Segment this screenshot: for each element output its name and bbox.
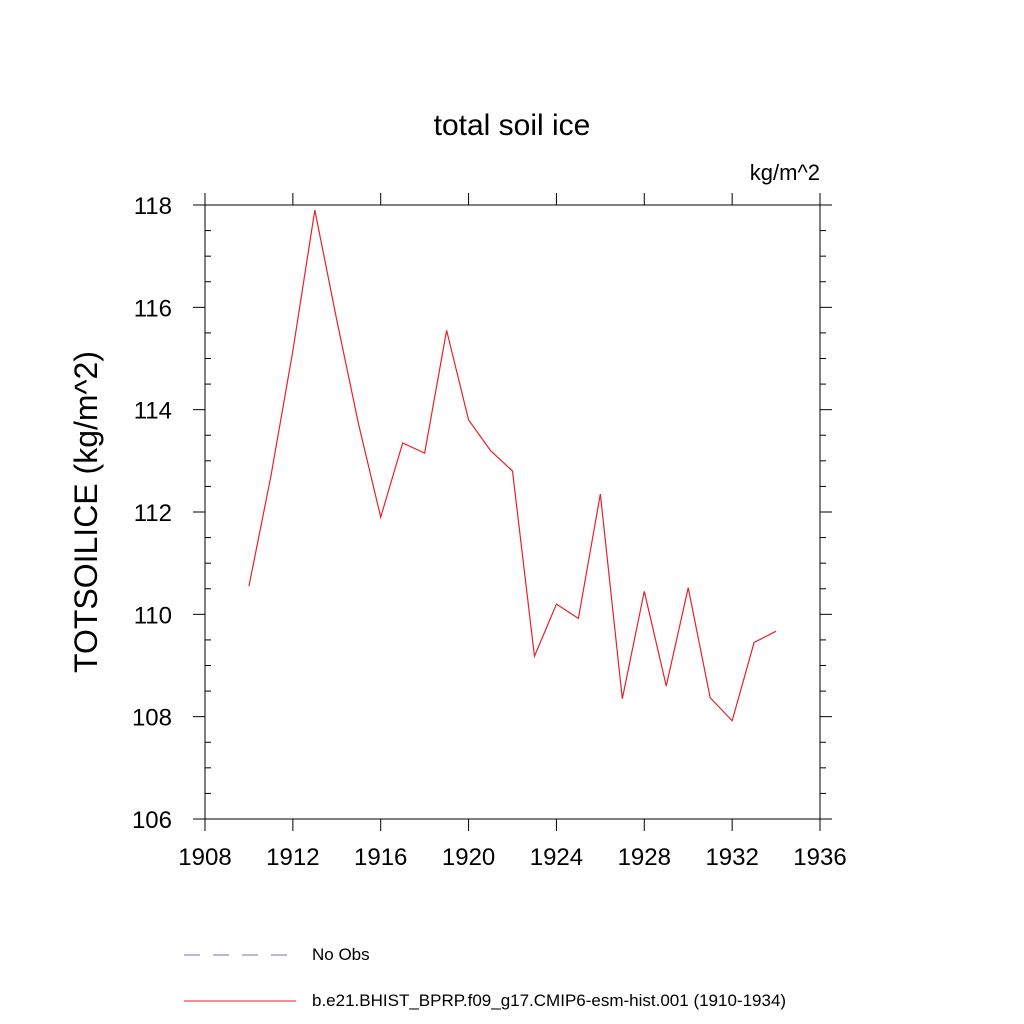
x-axis-ticks: 1908 1912 1916 1920 1924 1928 1932 1936 xyxy=(178,193,847,871)
units-label: kg/m^2 xyxy=(750,160,820,185)
x-tick-label: 1928 xyxy=(618,844,671,871)
y-tick-label: 106 xyxy=(132,807,172,834)
y-axis-ticks: 106 108 110 112 114 116 118 xyxy=(132,193,832,834)
x-tick-label: 1932 xyxy=(705,844,758,871)
y-tick-label: 116 xyxy=(134,295,172,322)
y-tick-label: 112 xyxy=(134,500,172,527)
y-tick-label: 110 xyxy=(134,602,172,629)
y-tick-label: 108 xyxy=(132,705,172,732)
legend: No Obs b.e21.BHIST_BPRP.f09_g17.CMIP6-esm… xyxy=(184,945,786,1010)
legend-label: No Obs xyxy=(312,945,370,964)
x-tick-label: 1924 xyxy=(530,844,583,871)
x-tick-label: 1912 xyxy=(266,844,319,871)
y-tick-label: 114 xyxy=(134,398,172,425)
x-tick-label: 1936 xyxy=(793,844,846,871)
plot-frame xyxy=(204,204,821,820)
y-axis-label: TOTSOILICE (kg/m^2) xyxy=(68,351,104,673)
series-layer xyxy=(248,210,777,722)
x-tick-label: 1920 xyxy=(442,844,495,871)
legend-label: b.e21.BHIST_BPRP.f09_g17.CMIP6-esm-hist.… xyxy=(312,991,786,1010)
x-tick-label: 1916 xyxy=(354,844,407,871)
series-line-0 xyxy=(248,210,777,722)
y-tick-label: 118 xyxy=(134,193,172,220)
x-tick-label: 1908 xyxy=(178,844,231,871)
chart-title: total soil ice xyxy=(434,109,591,142)
